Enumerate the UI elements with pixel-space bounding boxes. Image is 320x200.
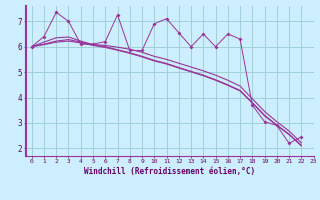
X-axis label: Windchill (Refroidissement éolien,°C): Windchill (Refroidissement éolien,°C) [84,167,255,176]
